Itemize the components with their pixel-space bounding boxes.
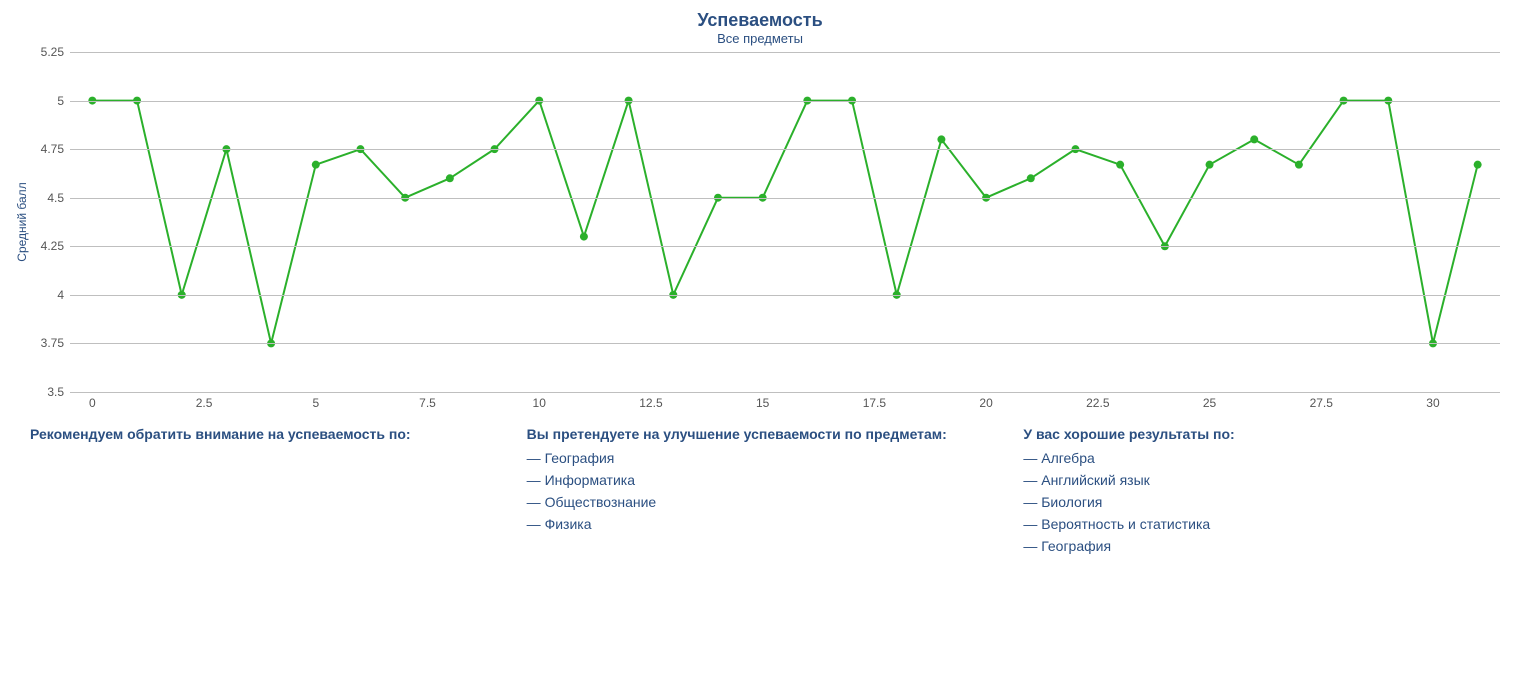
attention-column: Рекомендуем обратить внимание на успевае… (30, 426, 497, 560)
chart-title: Успеваемость (30, 10, 1490, 31)
x-tick-label: 10 (533, 392, 546, 410)
y-tick-label: 4.75 (41, 142, 70, 156)
data-point[interactable] (1206, 161, 1214, 169)
x-tick-label: 15 (756, 392, 769, 410)
y-tick-label: 5.25 (41, 45, 70, 59)
data-point[interactable] (1027, 174, 1035, 182)
data-point[interactable] (1250, 135, 1258, 143)
x-tick-label: 20 (979, 392, 992, 410)
y-tick-label: 3.5 (47, 385, 70, 399)
gridline (70, 392, 1500, 393)
y-tick-label: 3.75 (41, 336, 70, 350)
y-tick-label: 4.25 (41, 239, 70, 253)
line-series (70, 52, 1500, 392)
x-tick-label: 0 (89, 392, 96, 410)
data-point[interactable] (1474, 161, 1482, 169)
good-column: У вас хорошие результаты по: Алгебра Англ… (1023, 426, 1490, 560)
series-line (92, 101, 1477, 344)
chart-area: Средний балл 3.53.7544.254.54.7555.2502.… (30, 52, 1490, 392)
x-tick-label: 17.5 (863, 392, 886, 410)
x-tick-label: 5 (312, 392, 319, 410)
improve-list: География Информатика Обществознание Физика (527, 450, 994, 532)
list-item: Биология (1023, 494, 1490, 510)
list-item: Алгебра (1023, 450, 1490, 466)
x-tick-label: 27.5 (1310, 392, 1333, 410)
gridline (70, 52, 1500, 53)
summary-columns: Рекомендуем обратить внимание на успевае… (30, 426, 1490, 560)
list-item: Обществознание (527, 494, 994, 510)
y-tick-label: 4.5 (47, 191, 70, 205)
chart-subtitle: Все предметы (30, 31, 1490, 46)
plot-area: 3.53.7544.254.54.7555.2502.557.51012.515… (70, 52, 1500, 392)
list-item: Информатика (527, 472, 994, 488)
y-tick-label: 5 (57, 94, 70, 108)
good-heading: У вас хорошие результаты по: (1023, 426, 1490, 442)
data-point[interactable] (446, 174, 454, 182)
x-tick-label: 30 (1426, 392, 1439, 410)
list-item: География (527, 450, 994, 466)
y-tick-label: 4 (57, 288, 70, 302)
list-item: Английский язык (1023, 472, 1490, 488)
list-item: География (1023, 538, 1490, 554)
list-item: Вероятность и статистика (1023, 516, 1490, 532)
data-point[interactable] (312, 161, 320, 169)
data-point[interactable] (580, 233, 588, 241)
gridline (70, 295, 1500, 296)
gridline (70, 149, 1500, 150)
gridline (70, 198, 1500, 199)
attention-heading: Рекомендуем обратить внимание на успевае… (30, 426, 497, 442)
improve-column: Вы претендуете на улучшение успеваемости… (527, 426, 994, 560)
x-tick-label: 22.5 (1086, 392, 1109, 410)
gridline (70, 246, 1500, 247)
data-point[interactable] (1116, 161, 1124, 169)
x-tick-label: 2.5 (196, 392, 213, 410)
improve-heading: Вы претендуете на улучшение успеваемости… (527, 426, 994, 442)
y-axis-label: Средний балл (15, 182, 29, 261)
gridline (70, 343, 1500, 344)
data-point[interactable] (937, 135, 945, 143)
gridline (70, 101, 1500, 102)
chart-panel: Успеваемость Все предметы Средний балл 3… (0, 0, 1520, 676)
x-tick-label: 7.5 (419, 392, 436, 410)
data-point[interactable] (1295, 161, 1303, 169)
x-tick-label: 25 (1203, 392, 1216, 410)
good-list: Алгебра Английский язык Биология Вероятност… (1023, 450, 1490, 554)
list-item: Физика (527, 516, 994, 532)
x-tick-label: 12.5 (639, 392, 662, 410)
